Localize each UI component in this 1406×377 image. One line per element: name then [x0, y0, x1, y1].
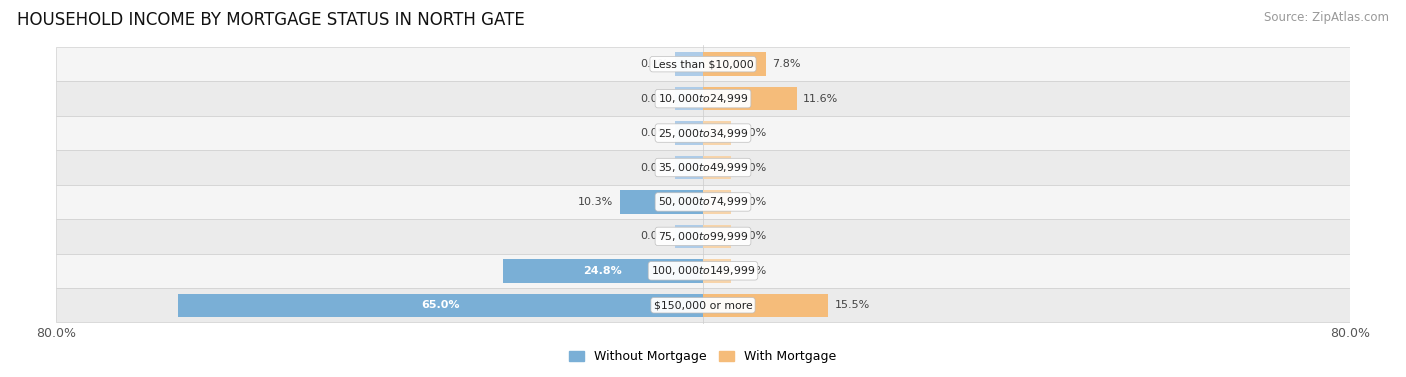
Bar: [56, 47, 1350, 81]
Bar: [675, 52, 703, 76]
Bar: [56, 254, 1350, 288]
Bar: [675, 156, 703, 179]
Bar: [703, 225, 731, 248]
Bar: [502, 259, 703, 282]
Text: 0.0%: 0.0%: [640, 128, 668, 138]
Bar: [703, 121, 731, 145]
Bar: [177, 294, 703, 317]
Bar: [703, 52, 766, 76]
Text: $25,000 to $34,999: $25,000 to $34,999: [658, 127, 748, 139]
Bar: [703, 87, 797, 110]
Bar: [703, 190, 731, 214]
Text: 0.0%: 0.0%: [738, 266, 766, 276]
Bar: [620, 190, 703, 214]
Bar: [56, 288, 1350, 322]
Text: HOUSEHOLD INCOME BY MORTGAGE STATUS IN NORTH GATE: HOUSEHOLD INCOME BY MORTGAGE STATUS IN N…: [17, 11, 524, 29]
Bar: [56, 116, 1350, 150]
Text: $150,000 or more: $150,000 or more: [654, 300, 752, 310]
Text: 0.0%: 0.0%: [738, 231, 766, 241]
Bar: [56, 150, 1350, 185]
Text: 10.3%: 10.3%: [578, 197, 613, 207]
Text: 0.0%: 0.0%: [640, 59, 668, 69]
Text: $100,000 to $149,999: $100,000 to $149,999: [651, 264, 755, 277]
Text: 0.0%: 0.0%: [738, 128, 766, 138]
Text: Source: ZipAtlas.com: Source: ZipAtlas.com: [1264, 11, 1389, 24]
Text: 0.0%: 0.0%: [738, 162, 766, 173]
Legend: Without Mortgage, With Mortgage: Without Mortgage, With Mortgage: [564, 345, 842, 368]
Text: 15.5%: 15.5%: [835, 300, 870, 310]
Bar: [675, 87, 703, 110]
Text: $35,000 to $49,999: $35,000 to $49,999: [658, 161, 748, 174]
Text: $50,000 to $74,999: $50,000 to $74,999: [658, 195, 748, 208]
Text: 11.6%: 11.6%: [803, 93, 838, 104]
Text: 0.0%: 0.0%: [738, 197, 766, 207]
Bar: [56, 81, 1350, 116]
Bar: [675, 121, 703, 145]
Bar: [703, 156, 731, 179]
Bar: [675, 225, 703, 248]
Text: Less than $10,000: Less than $10,000: [652, 59, 754, 69]
Text: 7.8%: 7.8%: [772, 59, 801, 69]
Text: $75,000 to $99,999: $75,000 to $99,999: [658, 230, 748, 243]
Text: 0.0%: 0.0%: [640, 162, 668, 173]
Text: 24.8%: 24.8%: [583, 266, 621, 276]
Bar: [56, 185, 1350, 219]
Bar: [703, 294, 828, 317]
Text: $10,000 to $24,999: $10,000 to $24,999: [658, 92, 748, 105]
Text: 65.0%: 65.0%: [420, 300, 460, 310]
Bar: [56, 219, 1350, 254]
Text: 0.0%: 0.0%: [640, 93, 668, 104]
Bar: [703, 259, 731, 282]
Text: 0.0%: 0.0%: [640, 231, 668, 241]
